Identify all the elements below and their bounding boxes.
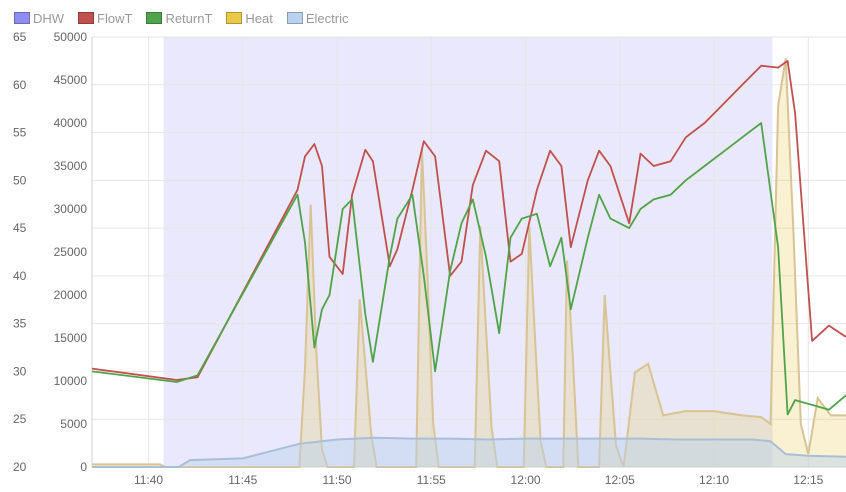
x-tick-label: 11:55 xyxy=(417,473,446,487)
legend-label: Heat xyxy=(245,10,273,26)
legend: DHW FlowT ReturnT Heat Electric xyxy=(0,8,349,28)
series-electric-line xyxy=(92,436,846,468)
x-tick-label: 12:00 xyxy=(511,473,541,487)
series-heat-line xyxy=(92,58,846,468)
y-right-tick-label: 0 xyxy=(80,460,87,474)
legend-item-electric[interactable]: Electric xyxy=(286,10,349,26)
y-right-tick-label: 35000 xyxy=(54,159,88,173)
y-left-tick-label: 60 xyxy=(13,78,27,92)
legend-item-flowt[interactable]: FlowT xyxy=(78,11,132,26)
series-flowt-line xyxy=(91,60,846,381)
y-right-tick-label: 40000 xyxy=(54,116,88,130)
y-left-tick-label: 30 xyxy=(13,364,27,378)
x-tick-label: 11:50 xyxy=(322,473,351,487)
y-left-tick-label: 40 xyxy=(13,269,27,283)
legend-label: Electric xyxy=(305,10,349,26)
series-heat-area xyxy=(92,58,846,467)
x-tick-label: 11:40 xyxy=(134,473,163,487)
y-left-tick-label: 45 xyxy=(13,221,27,235)
y-left-tick-label: 55 xyxy=(13,126,27,140)
series-electric-area xyxy=(92,437,846,467)
y-right-tick-label: 10000 xyxy=(54,374,88,388)
x-tick-label: 12:10 xyxy=(699,473,729,487)
y-left-tick-label: 35 xyxy=(13,317,27,331)
legend-label: DHW xyxy=(33,10,65,26)
legend-swatch xyxy=(146,12,163,24)
legend-swatch xyxy=(226,12,243,24)
y-right-tick-label: 15000 xyxy=(54,331,88,345)
y-right-tick-label: 5000 xyxy=(60,417,87,431)
legend-item-returnt[interactable]: ReturnT xyxy=(146,11,212,26)
y-right-tick-label: 25000 xyxy=(54,245,88,259)
x-tick-label: 11:45 xyxy=(228,473,257,487)
legend-swatch xyxy=(14,12,30,24)
legend-item-dhw[interactable]: DHW xyxy=(14,11,64,26)
y-left-tick-label: 50 xyxy=(13,173,27,187)
legend-swatch xyxy=(78,12,95,24)
y-right-tick-label: 45000 xyxy=(54,73,88,87)
x-tick-label: 12:15 xyxy=(793,473,823,487)
y-right-tick-label: 20000 xyxy=(54,288,88,302)
dhw-band xyxy=(163,37,773,467)
legend-label: FlowT xyxy=(97,10,133,26)
y-right-tick-label: 30000 xyxy=(54,202,88,216)
y-left-tick-label: 20 xyxy=(13,460,27,474)
y-left-tick-label: 65 xyxy=(13,30,27,44)
legend-label: ReturnT xyxy=(165,10,213,26)
legend-swatch xyxy=(286,12,303,24)
x-tick-label: 12:05 xyxy=(605,473,635,487)
series-returnt-line xyxy=(91,122,846,416)
y-left-tick-label: 25 xyxy=(13,412,27,426)
y-right-tick-label: 50000 xyxy=(54,30,88,44)
legend-item-heat[interactable]: Heat xyxy=(226,10,273,26)
